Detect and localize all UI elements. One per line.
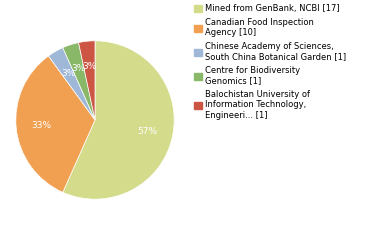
Wedge shape [79, 41, 95, 120]
Text: 33%: 33% [32, 121, 52, 130]
Wedge shape [63, 42, 95, 120]
Text: 3%: 3% [71, 64, 86, 73]
Wedge shape [16, 56, 95, 192]
Text: 57%: 57% [138, 127, 158, 136]
Wedge shape [63, 41, 174, 199]
Legend: Mined from GenBank, NCBI [17], Canadian Food Inspection
Agency [10], Chinese Aca: Mined from GenBank, NCBI [17], Canadian … [194, 4, 346, 120]
Text: 3%: 3% [61, 69, 75, 78]
Text: 3%: 3% [82, 62, 97, 71]
Wedge shape [49, 48, 95, 120]
